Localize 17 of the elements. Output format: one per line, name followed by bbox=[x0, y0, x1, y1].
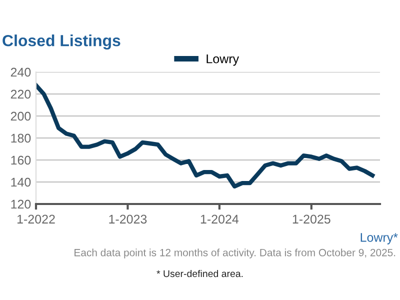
y-tick-label: 220 bbox=[10, 90, 31, 99]
y-tick-label: 140 bbox=[11, 178, 31, 187]
chart-title: Closed Listings bbox=[2, 34, 120, 50]
y-tick-label: 200 bbox=[10, 112, 31, 121]
y-tick-label: 180 bbox=[11, 134, 31, 143]
x-tick-label: 1-2023 bbox=[109, 214, 147, 224]
text: * User-defined area. bbox=[156, 270, 243, 278]
line-series bbox=[36, 83, 375, 188]
x-tick-label: 1-2024 bbox=[200, 214, 239, 224]
x-tick-label: 1-2022 bbox=[17, 214, 55, 224]
text: Lowry* bbox=[360, 233, 398, 244]
y-tick-label: 160 bbox=[11, 156, 31, 165]
y-tick-label: 240 bbox=[10, 68, 31, 77]
y-tick-label: 120 bbox=[11, 200, 31, 209]
x-tick-label: 1-2025 bbox=[292, 214, 330, 224]
legend-label: Lowry bbox=[206, 54, 240, 66]
text: Each data point is 12 months of activity. Data is from October 9, 2025. bbox=[74, 248, 396, 258]
